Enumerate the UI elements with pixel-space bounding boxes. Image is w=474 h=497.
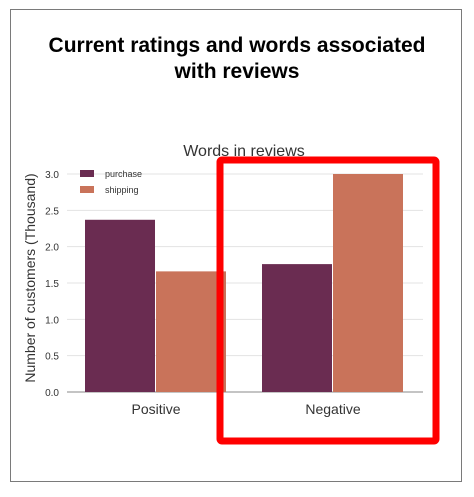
y-tick-label: 0.5: [45, 352, 59, 363]
y-tick-label: 3.0: [45, 170, 59, 181]
x-tick-label: Negative: [305, 401, 360, 417]
legend: purchase shipping: [80, 169, 142, 195]
x-tick-label: Positive: [131, 401, 180, 417]
chart-title: Words in reviews: [183, 143, 305, 160]
x-tick-labels: Positive Negative: [131, 401, 360, 417]
bar-purchase-positive: [85, 219, 155, 392]
y-tick-labels: 0.0 0.5 1.0 1.5 2.0 2.5 3.0: [45, 170, 59, 399]
y-tick-label: 2.5: [45, 206, 59, 217]
legend-label-purchase: purchase: [105, 169, 142, 179]
y-tick-label: 1.0: [45, 315, 59, 326]
highlight-box: [216, 156, 440, 445]
legend-swatch-purchase: [80, 170, 94, 177]
legend-swatch-shipping: [80, 186, 94, 193]
y-axis-label: Number of customers (Thousand): [22, 173, 38, 382]
bar-shipping-positive: [156, 271, 226, 392]
slide-title-line-2: with reviews: [174, 60, 300, 83]
y-tick-label: 2.0: [45, 243, 59, 254]
y-tick-label: 0.0: [45, 388, 59, 399]
bar-shipping-negative: [333, 174, 403, 392]
bar-purchase-negative: [262, 264, 332, 392]
legend-label-shipping: shipping: [105, 185, 139, 195]
slide-title: Current ratings and words associated wit…: [11, 33, 463, 85]
bars: [85, 174, 403, 392]
y-tick-label: 1.5: [45, 279, 59, 290]
slide-title-line-1: Current ratings and words associated: [48, 34, 426, 57]
